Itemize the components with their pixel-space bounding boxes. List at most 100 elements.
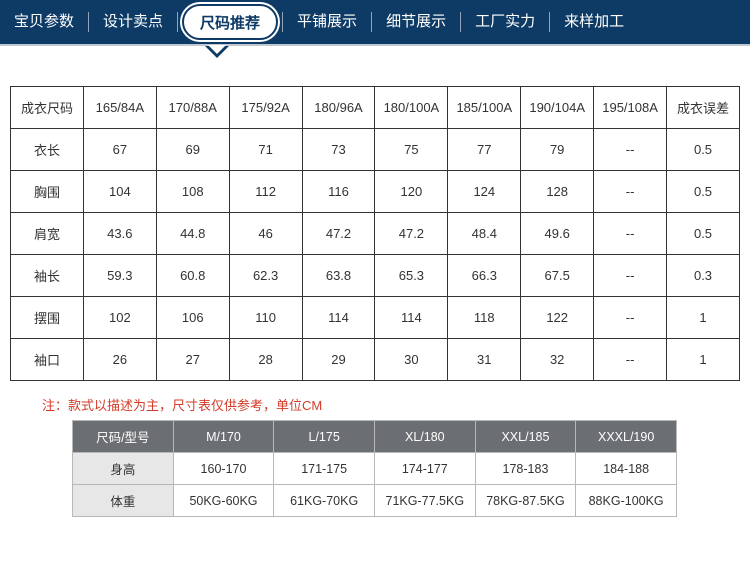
cell: 108 — [156, 171, 229, 213]
cell: 71KG-77.5KG — [374, 485, 475, 517]
size-col: 190/104A — [521, 87, 594, 129]
size-col: 170/88A — [156, 87, 229, 129]
nav-bar: 宝贝参数 设计卖点 尺码推荐 平铺展示 细节展示 工厂实力 来样加工 — [0, 0, 750, 46]
cell: 122 — [521, 297, 594, 339]
fit-col: L/175 — [274, 421, 375, 453]
table-header-row: 尺码/型号 M/170 L/175 XL/180 XXL/185 XXXL/19… — [73, 421, 677, 453]
cell: 1 — [667, 339, 740, 381]
nav-item-detail[interactable]: 细节展示 — [372, 0, 460, 45]
cell: 44.8 — [156, 213, 229, 255]
table-row: 摆围102106110114114118122--1 — [11, 297, 740, 339]
cell: 65.3 — [375, 255, 448, 297]
cell: -- — [594, 339, 667, 381]
cell: -- — [594, 171, 667, 213]
size-col-label: 成衣尺码 — [11, 87, 84, 129]
cell: 114 — [375, 297, 448, 339]
nav-item-flat[interactable]: 平铺展示 — [283, 0, 371, 45]
size-col: 195/108A — [594, 87, 667, 129]
table-row: 肩宽43.644.84647.247.248.449.6--0.5 — [11, 213, 740, 255]
cell: 67 — [83, 129, 156, 171]
cell: 71 — [229, 129, 302, 171]
size-note: 注：款式以描述为主，尺寸表仅供参考，单位CM — [42, 395, 750, 414]
fit-col: XXXL/190 — [576, 421, 677, 453]
cell: 67.5 — [521, 255, 594, 297]
cell: 104 — [83, 171, 156, 213]
fit-col: M/170 — [173, 421, 274, 453]
cell: 29 — [302, 339, 375, 381]
size-col: 185/100A — [448, 87, 521, 129]
cell: 47.2 — [375, 213, 448, 255]
cell: 32 — [521, 339, 594, 381]
row-label: 体重 — [73, 485, 174, 517]
nav-item-size[interactable]: 尺码推荐 — [182, 4, 278, 40]
cell: 75 — [375, 129, 448, 171]
table-row: 体重50KG-60KG61KG-70KG71KG-77.5KG78KG-87.5… — [73, 485, 677, 517]
row-label: 身高 — [73, 453, 174, 485]
cell: -- — [594, 129, 667, 171]
cell: 47.2 — [302, 213, 375, 255]
row-label: 袖长 — [11, 255, 84, 297]
cell: 30 — [375, 339, 448, 381]
fit-col: XL/180 — [374, 421, 475, 453]
row-label: 摆围 — [11, 297, 84, 339]
cell: 178-183 — [475, 453, 576, 485]
cell: 106 — [156, 297, 229, 339]
table-row: 衣长67697173757779--0.5 — [11, 129, 740, 171]
cell: 28 — [229, 339, 302, 381]
cell: 0.3 — [667, 255, 740, 297]
size-col: 175/92A — [229, 87, 302, 129]
cell: 79 — [521, 129, 594, 171]
cell: 114 — [302, 297, 375, 339]
table-row: 身高160-170171-175174-177178-183184-188 — [73, 453, 677, 485]
cell: 77 — [448, 129, 521, 171]
table-header-row: 成衣尺码 165/84A 170/88A 175/92A 180/96A 180… — [11, 87, 740, 129]
cell: 48.4 — [448, 213, 521, 255]
cell: 31 — [448, 339, 521, 381]
cell: 1 — [667, 297, 740, 339]
cell: 184-188 — [576, 453, 677, 485]
size-col: 180/96A — [302, 87, 375, 129]
fit-col-label: 尺码/型号 — [73, 421, 174, 453]
nav-item-design[interactable]: 设计卖点 — [89, 0, 177, 45]
cell: 78KG-87.5KG — [475, 485, 576, 517]
cell: 88KG-100KG — [576, 485, 677, 517]
row-label: 胸围 — [11, 171, 84, 213]
cell: 73 — [302, 129, 375, 171]
cell: 27 — [156, 339, 229, 381]
cell: 60.8 — [156, 255, 229, 297]
nav-active-pointer-icon — [205, 46, 229, 58]
cell: 0.5 — [667, 171, 740, 213]
nav-item-sample[interactable]: 来样加工 — [550, 0, 638, 45]
cell: 62.3 — [229, 255, 302, 297]
cell: 46 — [229, 213, 302, 255]
cell: 118 — [448, 297, 521, 339]
nav-item-factory[interactable]: 工厂实力 — [461, 0, 549, 45]
cell: 120 — [375, 171, 448, 213]
table-row: 袖口26272829303132--1 — [11, 339, 740, 381]
cell: 66.3 — [448, 255, 521, 297]
cell: -- — [594, 297, 667, 339]
row-label: 袖口 — [11, 339, 84, 381]
cell: 0.5 — [667, 213, 740, 255]
cell: 0.5 — [667, 129, 740, 171]
fit-col: XXL/185 — [475, 421, 576, 453]
cell: 124 — [448, 171, 521, 213]
cell: 49.6 — [521, 213, 594, 255]
size-table: 成衣尺码 165/84A 170/88A 175/92A 180/96A 180… — [10, 86, 740, 381]
table-row: 胸围104108112116120124128--0.5 — [11, 171, 740, 213]
cell: 110 — [229, 297, 302, 339]
cell: 43.6 — [83, 213, 156, 255]
fit-table: 尺码/型号 M/170 L/175 XL/180 XXL/185 XXXL/19… — [72, 420, 677, 517]
size-col-tolerance: 成衣误差 — [667, 87, 740, 129]
cell: 116 — [302, 171, 375, 213]
row-label: 肩宽 — [11, 213, 84, 255]
cell: 50KG-60KG — [173, 485, 274, 517]
nav-item-params[interactable]: 宝贝参数 — [0, 0, 88, 45]
cell: 61KG-70KG — [274, 485, 375, 517]
nav-separator — [177, 12, 178, 32]
cell: 112 — [229, 171, 302, 213]
size-col: 165/84A — [83, 87, 156, 129]
cell: 171-175 — [274, 453, 375, 485]
cell: 26 — [83, 339, 156, 381]
cell: 63.8 — [302, 255, 375, 297]
